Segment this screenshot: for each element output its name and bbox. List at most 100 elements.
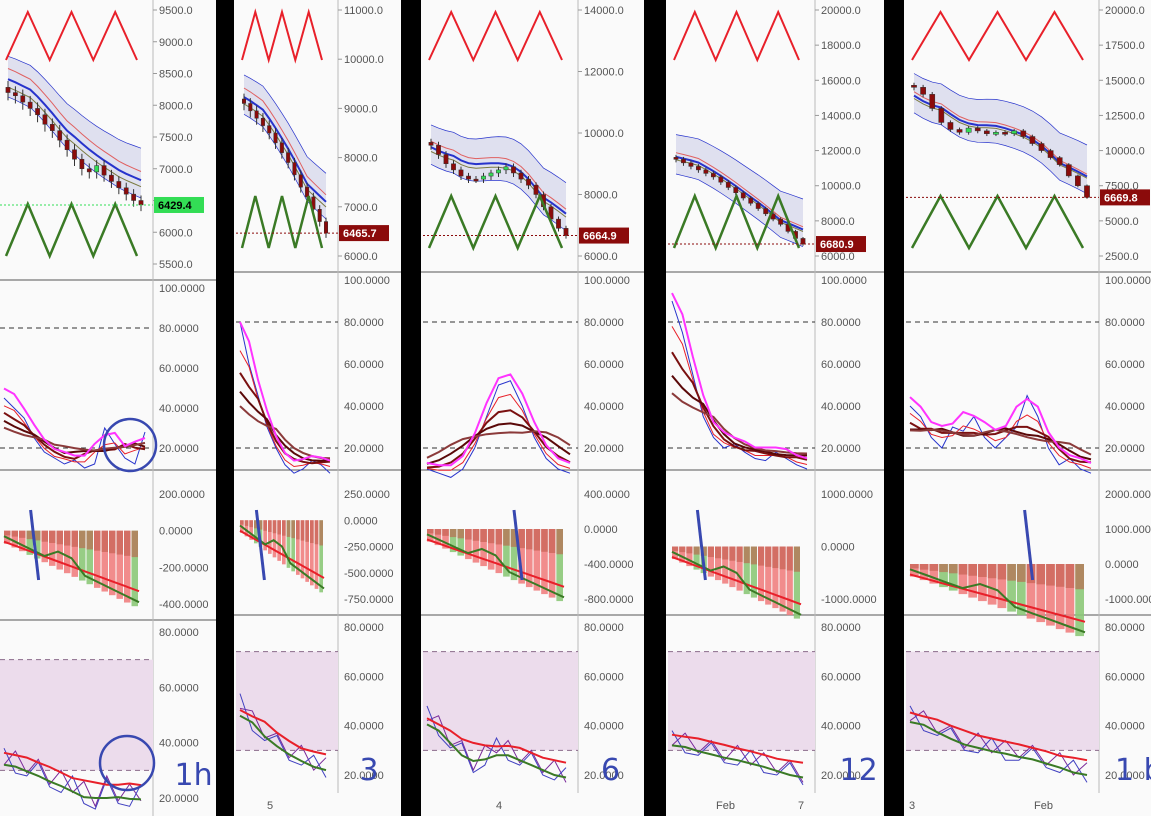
candle[interactable] xyxy=(5,87,11,93)
candle[interactable] xyxy=(533,185,539,195)
candle[interactable] xyxy=(436,145,441,155)
candle[interactable] xyxy=(993,132,999,135)
candle[interactable] xyxy=(518,172,524,180)
chart-panel-12h[interactable]: 20000.0 18000.0 16000.0 14000.0 12000.0 10000… xyxy=(666,0,884,816)
candle[interactable] xyxy=(72,149,77,160)
candle[interactable] xyxy=(748,197,754,204)
candle[interactable] xyxy=(57,130,63,141)
candle[interactable] xyxy=(956,129,963,133)
chart-panel-3h[interactable]: 11000.0 10000.0 9000.0 8000.0 7000.0 6000.0 64… xyxy=(234,0,401,816)
candle[interactable] xyxy=(260,117,265,126)
candle[interactable] xyxy=(254,110,259,119)
candle[interactable] xyxy=(13,92,18,96)
candle[interactable] xyxy=(94,165,100,173)
candle[interactable] xyxy=(323,221,329,234)
candle[interactable] xyxy=(481,175,486,180)
candle[interactable] xyxy=(947,122,954,130)
candle[interactable] xyxy=(1065,164,1072,177)
candle[interactable] xyxy=(755,203,761,209)
candle[interactable] xyxy=(1020,130,1027,137)
candle[interactable] xyxy=(1056,157,1063,165)
candle[interactable] xyxy=(556,218,561,229)
candle[interactable] xyxy=(131,193,136,201)
candle[interactable] xyxy=(965,127,972,133)
macd-histogram-bar xyxy=(472,529,480,563)
chart-panel-1d[interactable]: 20000.0 17500.0 15000.0 12500.0 10000.0 7500.… xyxy=(904,0,1151,816)
rsi-purple-line xyxy=(671,732,804,783)
candle[interactable] xyxy=(279,142,284,153)
candle[interactable] xyxy=(458,169,464,177)
candle[interactable] xyxy=(298,174,303,188)
candle[interactable] xyxy=(563,228,569,236)
stoch-line xyxy=(3,405,146,463)
candle[interactable] xyxy=(763,208,769,215)
candle[interactable] xyxy=(1002,132,1008,135)
candle[interactable] xyxy=(42,114,48,125)
candle[interactable] xyxy=(109,174,114,182)
macd-histogram-inner xyxy=(958,564,968,575)
candle[interactable] xyxy=(778,218,783,225)
candle[interactable] xyxy=(725,181,731,188)
candle[interactable] xyxy=(800,238,806,245)
candle[interactable] xyxy=(920,87,926,95)
macd-histogram-bar xyxy=(518,529,525,584)
candle[interactable] xyxy=(496,169,501,174)
rsi-tick-label: 60.0000 xyxy=(1105,671,1145,683)
candle[interactable] xyxy=(305,186,310,198)
candle[interactable] xyxy=(1011,130,1018,134)
candle[interactable] xyxy=(673,157,679,160)
macd-tick-label: 0.0000 xyxy=(821,542,855,554)
chart-panel-6h[interactable]: 14000.0 12000.0 10000.0 8000.0 6000.0 6664.9 1… xyxy=(421,0,644,816)
candle[interactable] xyxy=(983,130,990,134)
chart-panel-1h[interactable]: 9500.09000.08500.08000.07500.07000.06500… xyxy=(0,0,216,816)
candle[interactable] xyxy=(428,142,434,146)
candle[interactable] xyxy=(473,178,479,182)
candle[interactable] xyxy=(1084,185,1090,198)
candle[interactable] xyxy=(974,127,981,132)
macd-histogram-inner xyxy=(244,520,249,526)
candle[interactable] xyxy=(1047,150,1054,158)
candle[interactable] xyxy=(681,159,686,164)
candle[interactable] xyxy=(938,108,945,123)
candle[interactable] xyxy=(1075,175,1081,186)
candle[interactable] xyxy=(488,172,494,177)
candle[interactable] xyxy=(1029,136,1036,144)
candle[interactable] xyxy=(526,178,531,186)
candle[interactable] xyxy=(317,209,322,222)
candle[interactable] xyxy=(286,152,291,163)
candle[interactable] xyxy=(267,125,272,134)
macd-histogram-bar xyxy=(541,529,548,595)
candle[interactable] xyxy=(466,175,471,180)
candle[interactable] xyxy=(241,98,247,104)
candle[interactable] xyxy=(49,124,55,131)
candle[interactable] xyxy=(79,158,85,170)
candle[interactable] xyxy=(35,108,40,116)
candle[interactable] xyxy=(710,173,716,178)
candle[interactable] xyxy=(138,200,144,206)
candle[interactable] xyxy=(740,192,746,199)
candle[interactable] xyxy=(116,181,122,189)
candle[interactable] xyxy=(27,101,33,109)
candle[interactable] xyxy=(273,132,278,144)
candle[interactable] xyxy=(1038,143,1045,151)
candle[interactable] xyxy=(101,165,107,176)
candle[interactable] xyxy=(929,94,936,109)
candle[interactable] xyxy=(443,154,449,164)
macd-histogram-inner xyxy=(1007,564,1016,581)
rsi-blue-line xyxy=(3,747,142,810)
candle[interactable] xyxy=(86,168,92,173)
candle[interactable] xyxy=(733,187,739,193)
candle[interactable] xyxy=(20,95,26,103)
candle[interactable] xyxy=(688,162,694,167)
candle[interactable] xyxy=(248,103,253,112)
candle[interactable] xyxy=(718,176,724,183)
candle[interactable] xyxy=(503,166,509,171)
candle[interactable] xyxy=(123,187,129,195)
candle[interactable] xyxy=(696,166,701,171)
candle[interactable] xyxy=(64,139,70,150)
candle[interactable] xyxy=(703,169,709,174)
candle[interactable] xyxy=(911,85,917,88)
candle[interactable] xyxy=(511,166,516,174)
candle[interactable] xyxy=(292,162,297,176)
candle[interactable] xyxy=(451,163,456,171)
